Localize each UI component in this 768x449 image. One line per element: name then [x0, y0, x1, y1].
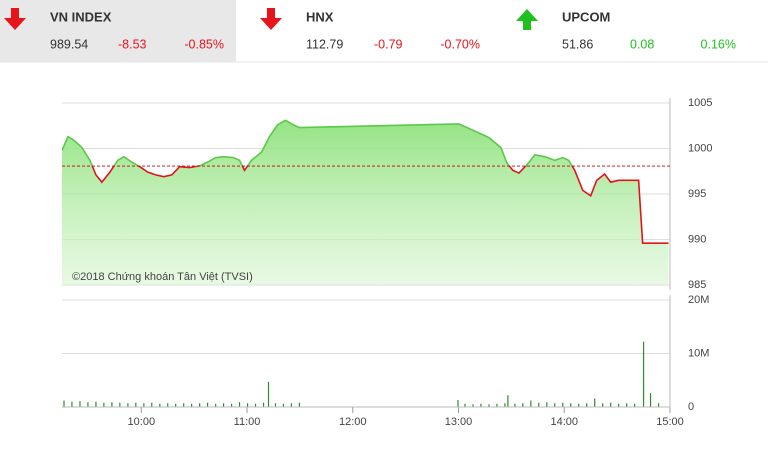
volume-bar: [496, 403, 498, 407]
volume-bar: [175, 403, 177, 407]
volume-bar: [488, 404, 490, 407]
volume-bar: [231, 403, 233, 407]
index-name: HNX: [306, 9, 334, 24]
index-percent: -0.85%: [184, 37, 224, 51]
x-tick-label: 13:00: [445, 416, 473, 428]
volume-bar: [199, 403, 201, 407]
volume-bar: [87, 402, 89, 407]
volume-bar: [610, 402, 612, 407]
volume-bar: [472, 404, 474, 407]
volume-bar: [522, 403, 524, 407]
x-tick-label: 10:00: [128, 416, 156, 428]
volume-bar: [602, 403, 604, 407]
volume-bar: [504, 403, 506, 407]
volume-bar: [649, 393, 652, 407]
volume-bar: [594, 398, 596, 407]
index-value: 112.79: [306, 37, 343, 51]
y-tick-label: 20M: [688, 294, 709, 306]
volume-bar: [222, 403, 225, 407]
volume-bar: [642, 341, 645, 407]
volume-bar: [135, 402, 137, 407]
y-tick-label: 1005: [688, 97, 712, 109]
x-tick-label: 15:00: [656, 416, 684, 428]
volume-bar: [562, 402, 564, 407]
volume-bar: [63, 400, 65, 407]
y-tick-label: 0: [688, 401, 694, 413]
volume-bar: [298, 402, 300, 407]
volume-bar: [238, 402, 241, 407]
volume-bar: [103, 402, 105, 407]
direction-arrow: [4, 8, 26, 30]
volume-bar: [191, 403, 193, 407]
y-tick-label: 10M: [688, 347, 709, 359]
volume-bar: [657, 403, 660, 407]
index-value: 51.86: [562, 37, 593, 51]
index-change: -0.79: [374, 37, 403, 51]
volume-bar: [546, 402, 548, 407]
volume-bar: [79, 401, 81, 407]
volume-bar: [95, 401, 97, 407]
volume-bar: [262, 402, 265, 407]
volume-bar: [290, 403, 293, 407]
volume-bar: [464, 403, 466, 407]
x-tick-label: 12:00: [339, 416, 367, 428]
price-line: [62, 119, 574, 167]
selected-tab: [0, 0, 236, 62]
volume-bar: [626, 403, 628, 407]
volume-bar: [457, 400, 459, 407]
volume-bar: [167, 403, 169, 407]
volume-bar: [254, 403, 257, 407]
price-area: [62, 120, 669, 285]
volume-bar: [246, 403, 249, 407]
volume-bar: [127, 403, 129, 407]
volume-bar: [507, 395, 509, 407]
y-tick-label: 995: [688, 188, 706, 200]
index-change: -8.53: [118, 37, 147, 51]
x-tick-label: 14:00: [550, 416, 578, 428]
volume-bar: [570, 403, 572, 407]
index-value: 989.54: [50, 37, 88, 51]
y-tick-label: 985: [688, 279, 706, 291]
direction-arrow: [260, 8, 282, 30]
volume-bar: [159, 403, 161, 407]
index-name: UPCOM: [562, 9, 610, 24]
copyright: ©2018 Chứng khoán Tân Việt (TVSI): [72, 271, 253, 283]
volume-bar: [151, 402, 153, 407]
index-percent: -0.70%: [440, 37, 480, 51]
volume-bar: [215, 403, 217, 407]
volume-bar: [514, 403, 516, 407]
index-name: VN INDEX: [50, 9, 112, 24]
volume-bar: [143, 403, 145, 407]
volume-bar: [618, 403, 620, 407]
index-change: 0.08: [630, 37, 654, 51]
volume-bar: [111, 402, 113, 407]
volume-bar: [274, 403, 277, 407]
y-tick-label: 990: [688, 233, 706, 245]
direction-arrow: [516, 9, 538, 30]
price-line-below: [91, 166, 669, 244]
volume-bar: [282, 403, 285, 407]
volume-bar: [538, 402, 540, 407]
index-percent: 0.16%: [701, 37, 736, 51]
volume-bar: [207, 402, 209, 407]
volume-bar: [119, 402, 121, 407]
volume-bar: [480, 403, 482, 407]
volume-bar: [530, 400, 532, 407]
volume-bar: [71, 401, 73, 407]
volume-bar: [267, 381, 270, 407]
y-tick-label: 1000: [688, 142, 712, 154]
volume-bar: [554, 403, 556, 407]
x-tick-label: 11:00: [234, 416, 261, 428]
volume-bar: [586, 403, 588, 407]
volume-bar: [578, 403, 580, 407]
volume-bar: [183, 403, 185, 407]
volume-bar: [633, 403, 636, 407]
